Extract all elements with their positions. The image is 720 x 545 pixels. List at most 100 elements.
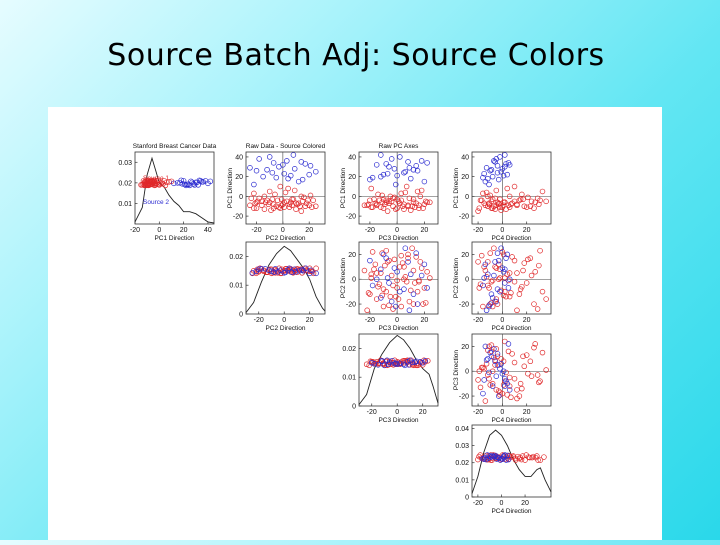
data-point (388, 298, 395, 305)
data-point (475, 259, 481, 265)
plot-frame (358, 241, 439, 315)
data-point (475, 208, 481, 214)
data-point (382, 262, 388, 269)
panel-PC1-vs-PC3: -20 0 20 -20 0 20 40 PC3 Direction PC1 Direction… (340, 143, 439, 242)
data-point (298, 208, 305, 214)
data-point (508, 394, 514, 401)
data-point (529, 454, 535, 461)
data-point (517, 286, 524, 292)
data-point (489, 295, 496, 301)
data-point (520, 196, 526, 203)
data-point (313, 203, 319, 209)
y-tick-label: 20 (461, 174, 469, 181)
data-point (391, 166, 398, 172)
data-point (506, 193, 513, 200)
data-point (295, 200, 302, 207)
data-point (405, 259, 411, 265)
data-point (379, 192, 385, 199)
data-point (482, 398, 489, 404)
data-point (499, 166, 506, 172)
data-point (514, 387, 520, 393)
data-point (422, 300, 429, 306)
data-point (489, 368, 496, 374)
y-tick-label: 0.01 (455, 477, 469, 484)
data-point (143, 180, 149, 186)
data-point (518, 456, 525, 463)
y-tick-label: 40 (461, 154, 469, 161)
data-point (488, 167, 495, 173)
data-point (166, 179, 172, 185)
data-point (372, 261, 379, 268)
data-point (291, 266, 298, 273)
density-curve (245, 245, 326, 313)
data-point (505, 456, 512, 463)
data-point (509, 254, 515, 260)
figure-panel: -20 0 20 40 0.01 0.02 0.03 PC1 Direction Stanfor… (48, 107, 662, 540)
data-point (483, 357, 490, 363)
y-tick-label: 0.02 (118, 180, 132, 187)
data-point (505, 202, 512, 209)
data-point (517, 196, 524, 203)
data-point (406, 298, 413, 305)
x-axis-label: PC2 Direction (265, 235, 305, 242)
data-point (485, 372, 491, 378)
x-tick-label: 20 (523, 317, 531, 324)
data-point (373, 162, 380, 168)
data-point (402, 168, 409, 175)
data-point (291, 166, 298, 172)
data-point (361, 202, 368, 209)
x-tick-label: 0 (395, 227, 399, 234)
y-tick-label: 0.02 (455, 460, 469, 467)
x-tick-label: -20 (365, 227, 375, 234)
data-point (414, 188, 421, 195)
data-point (414, 167, 421, 174)
data-point (292, 269, 299, 275)
data-point (499, 249, 506, 255)
data-point (178, 177, 184, 184)
data-point (266, 188, 273, 195)
data-point (500, 368, 507, 374)
x-tick-label: -20 (473, 409, 483, 416)
data-point (401, 206, 407, 212)
data-point (528, 272, 535, 279)
data-point (184, 181, 191, 188)
data-point (397, 154, 403, 160)
data-point (391, 265, 398, 271)
data-point (508, 290, 514, 296)
x-tick-label: 0 (500, 317, 504, 324)
data-point (290, 152, 297, 158)
data-point (492, 362, 498, 368)
data-point (492, 206, 498, 212)
data-point (525, 370, 531, 377)
data-point (416, 202, 422, 209)
data-point (183, 182, 189, 189)
data-point (487, 192, 493, 199)
data-point (394, 205, 400, 211)
data-point (487, 167, 493, 174)
x-tick-label: 20 (180, 227, 188, 234)
data-point (286, 201, 293, 208)
data-point (543, 198, 549, 205)
data-point (537, 197, 543, 204)
data-point (405, 251, 411, 258)
data-point (492, 358, 498, 365)
x-tick-label: 0 (281, 227, 285, 234)
data-point (489, 383, 496, 389)
data-point (512, 455, 519, 462)
x-tick-label: 20 (521, 500, 529, 507)
data-point (543, 367, 549, 373)
y-tick-label: 20 (348, 252, 356, 259)
y-axis-label: PC2 Direction (453, 258, 460, 298)
data-point (506, 293, 513, 300)
data-point (298, 193, 305, 200)
x-tick-label: 20 (420, 227, 428, 234)
data-point (272, 191, 278, 198)
data-point (386, 280, 392, 286)
data-point (268, 268, 275, 275)
data-point (498, 207, 504, 213)
data-point (207, 178, 214, 185)
data-point (424, 160, 430, 166)
data-point (368, 185, 375, 192)
data-point (514, 201, 520, 208)
data-point (405, 362, 412, 368)
